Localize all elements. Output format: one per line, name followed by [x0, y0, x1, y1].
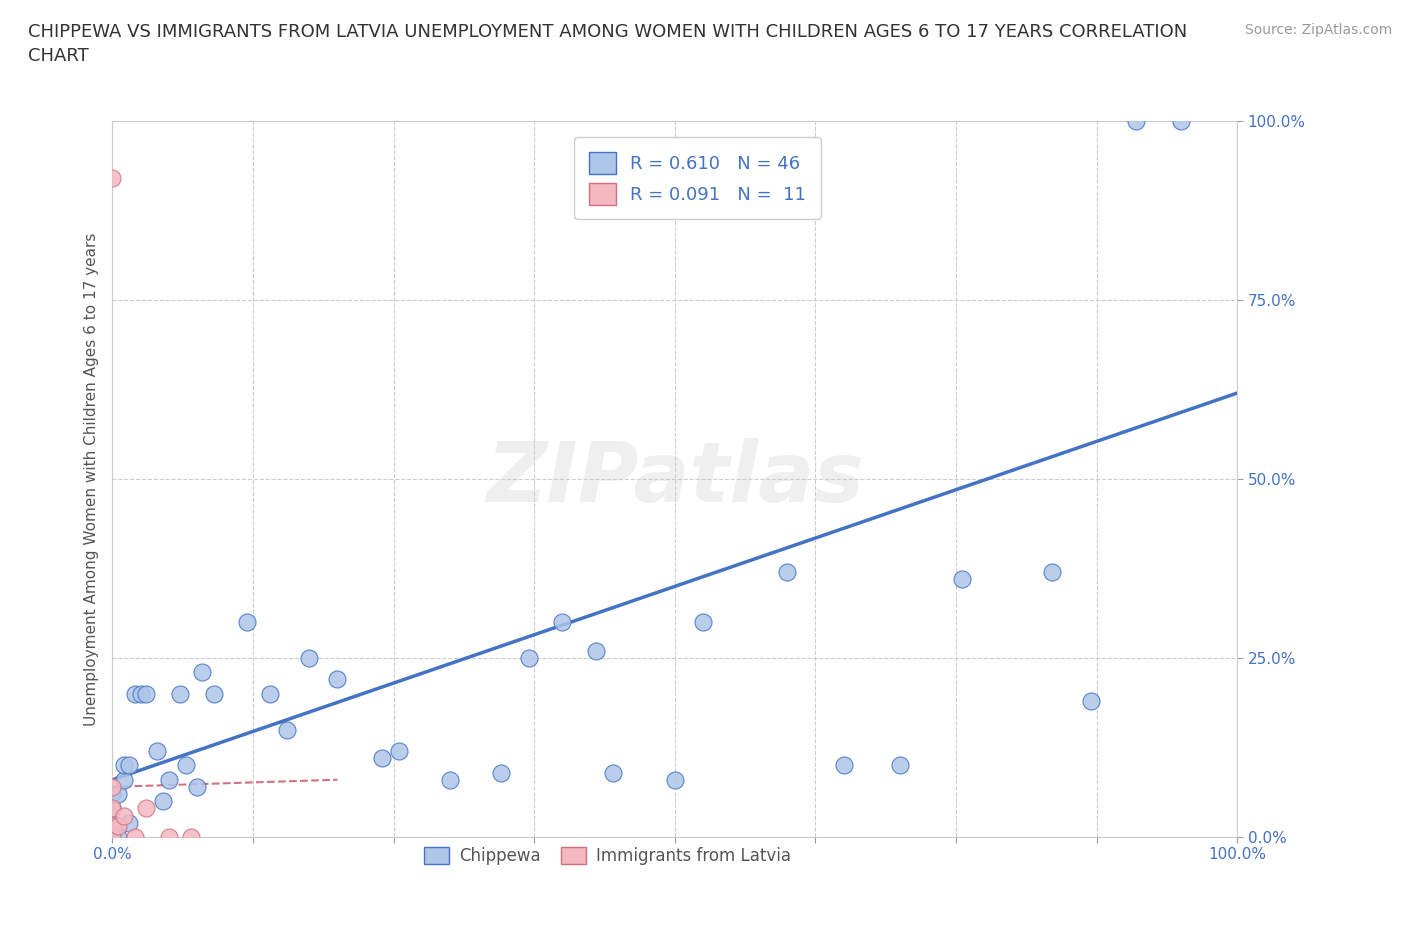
Point: [276, 722, 298, 737]
Point: [112, 808, 135, 823]
Point: [517, 651, 540, 666]
Point: [664, 772, 686, 787]
Point: [889, 758, 911, 773]
Point: [107, 830, 129, 844]
Point: [101, 801, 124, 816]
Text: Source: ZipAtlas.com: Source: ZipAtlas.com: [1244, 23, 1392, 37]
Point: [112, 772, 135, 787]
Text: CHIPPEWA VS IMMIGRANTS FROM LATVIA UNEMPLOYMENT AMONG WOMEN WITH CHILDREN AGES 6: CHIPPEWA VS IMMIGRANTS FROM LATVIA UNEMP…: [28, 23, 1188, 65]
Point: [202, 686, 225, 701]
Point: [950, 572, 973, 587]
Point: [439, 772, 461, 787]
Point: [326, 672, 349, 687]
Point: [101, 830, 124, 844]
Point: [107, 787, 129, 802]
Point: [135, 686, 157, 701]
Point: [107, 818, 129, 833]
Point: [388, 744, 411, 759]
Point: [551, 615, 574, 630]
Point: [489, 765, 512, 780]
Point: [186, 779, 208, 794]
Point: [101, 787, 124, 802]
Point: [101, 830, 124, 844]
Point: [124, 830, 146, 844]
Point: [118, 758, 141, 773]
Point: [180, 830, 202, 844]
Point: [129, 686, 152, 701]
Point: [157, 830, 180, 844]
Point: [101, 779, 124, 794]
Point: [776, 565, 799, 579]
Point: [157, 772, 180, 787]
Point: [101, 826, 124, 841]
Point: [101, 171, 124, 186]
Point: [101, 801, 124, 816]
Point: [191, 665, 214, 680]
Point: [101, 818, 124, 833]
Point: [236, 615, 259, 630]
Point: [298, 651, 321, 666]
Point: [152, 794, 174, 809]
Point: [692, 615, 714, 630]
Point: [124, 686, 146, 701]
Point: [112, 758, 135, 773]
Point: [585, 644, 607, 658]
Point: [1040, 565, 1063, 579]
Y-axis label: Unemployment Among Women with Children Ages 6 to 17 years: Unemployment Among Women with Children A…: [83, 232, 98, 725]
Point: [602, 765, 624, 780]
Point: [1080, 694, 1102, 709]
Point: [146, 744, 169, 759]
Point: [101, 822, 124, 837]
Point: [1170, 113, 1192, 128]
Text: ZIPatlas: ZIPatlas: [486, 438, 863, 520]
Legend: Chippewa, Immigrants from Latvia: Chippewa, Immigrants from Latvia: [418, 840, 797, 871]
Point: [135, 801, 157, 816]
Point: [118, 816, 141, 830]
Point: [101, 816, 124, 830]
Point: [832, 758, 855, 773]
Point: [259, 686, 281, 701]
Point: [1125, 113, 1147, 128]
Point: [169, 686, 191, 701]
Point: [371, 751, 394, 765]
Point: [174, 758, 197, 773]
